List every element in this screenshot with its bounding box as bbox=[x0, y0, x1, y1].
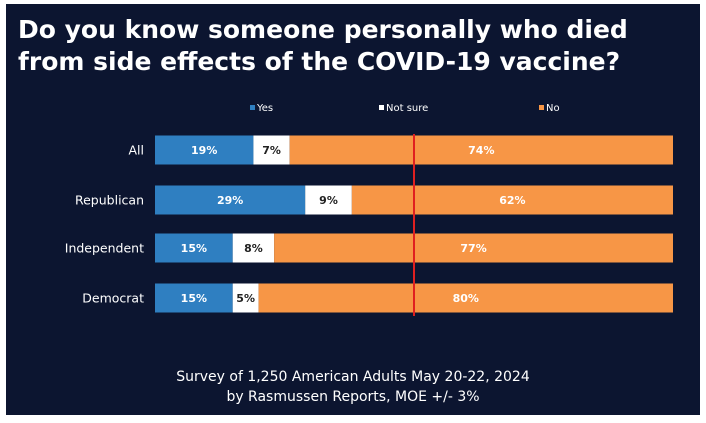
legend-label-no: No bbox=[546, 103, 560, 114]
legend-label-yes: Yes bbox=[256, 103, 273, 114]
chart-footer: Survey of 1,250 American Adults May 20-2… bbox=[6, 367, 700, 407]
data-label-no-independent: 77% bbox=[460, 242, 486, 255]
chart-title: Do you know someone personally who died … bbox=[18, 15, 628, 76]
category-label-all: All bbox=[129, 143, 145, 158]
data-label-not-sure-republican: 9% bbox=[319, 194, 338, 207]
data-label-no-democrat: 80% bbox=[453, 292, 479, 305]
chart-panel: Do you know someone personally who died … bbox=[6, 4, 700, 415]
data-label-no-all: 74% bbox=[468, 144, 494, 157]
legend-swatch-no bbox=[539, 105, 544, 110]
data-label-not-sure-all: 7% bbox=[262, 144, 281, 157]
category-label-independent: Independent bbox=[65, 241, 144, 256]
legend-swatch-not-sure bbox=[379, 105, 384, 110]
category-label-democrat: Democrat bbox=[82, 291, 144, 306]
footer-source-line: by Rasmussen Reports, MOE +/- 3% bbox=[226, 389, 480, 405]
bar-yes-independent bbox=[155, 233, 233, 263]
data-label-yes-all: 19% bbox=[191, 144, 217, 157]
category-label-republican: Republican bbox=[75, 193, 144, 208]
bar-yes-all bbox=[155, 135, 254, 165]
data-label-yes-independent: 15% bbox=[181, 242, 207, 255]
legend-swatch-yes bbox=[250, 105, 255, 110]
legend-label-not-sure: Not sure bbox=[386, 103, 428, 114]
data-label-not-sure-independent: 8% bbox=[244, 242, 263, 255]
bar-yes-republican bbox=[155, 185, 306, 215]
data-label-yes-democrat: 15% bbox=[181, 292, 207, 305]
bar-not-sure-republican bbox=[305, 185, 352, 215]
bar-not-sure-democrat bbox=[232, 283, 259, 313]
bar-no-independent bbox=[274, 233, 673, 263]
bar-not-sure-independent bbox=[232, 233, 275, 263]
bar-yes-democrat bbox=[155, 283, 233, 313]
bar-no-republican bbox=[351, 185, 673, 215]
stacked-bar-chart: Yes Not sure No All 19% 7% 74% Republican 29% 9% 6… bbox=[65, 103, 673, 316]
data-label-no-republican: 62% bbox=[499, 194, 525, 207]
bar-not-sure-all bbox=[253, 135, 290, 165]
footer-survey-line: Survey of 1,250 American Adults May 20-2… bbox=[176, 369, 530, 385]
data-label-not-sure-democrat: 5% bbox=[236, 292, 255, 305]
bar-no-democrat bbox=[258, 283, 673, 313]
bar-no-all bbox=[289, 135, 673, 165]
data-label-yes-republican: 29% bbox=[217, 194, 243, 207]
